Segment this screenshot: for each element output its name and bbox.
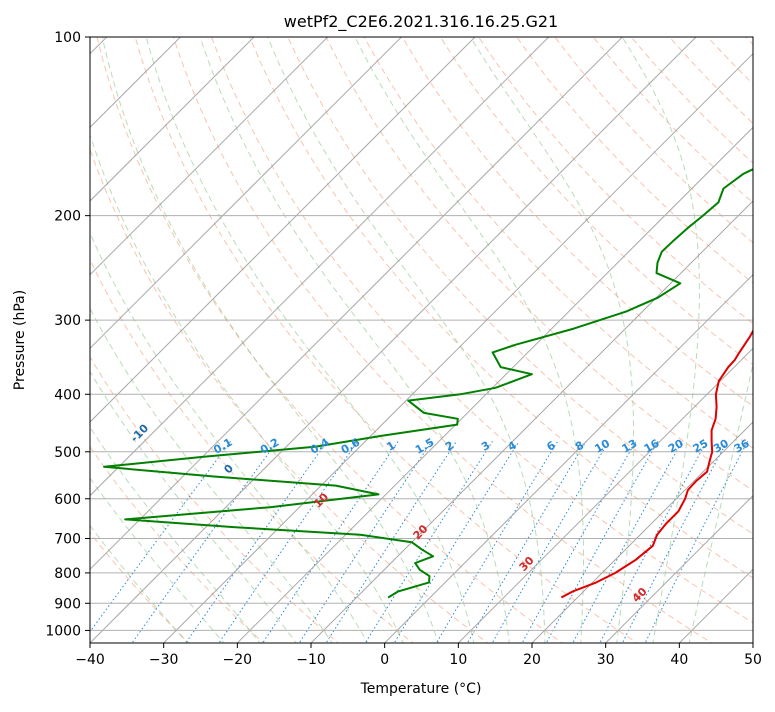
y-axis-label: Pressure (hPa) bbox=[12, 290, 28, 390]
x-axis-label: Temperature (°C) bbox=[360, 681, 482, 697]
y-tick-label: 500 bbox=[54, 445, 81, 461]
x-tick-label: −30 bbox=[149, 652, 179, 668]
y-tick-label: 600 bbox=[54, 492, 81, 508]
x-tick-label: 0 bbox=[380, 652, 389, 668]
y-tick-label: 400 bbox=[54, 387, 81, 403]
chart-title: wetPf2_C2E6.2021.316.16.25.G21 bbox=[284, 12, 558, 32]
x-tick-label: −10 bbox=[296, 652, 326, 668]
x-tick-label: 40 bbox=[670, 652, 688, 668]
y-tick-label: 800 bbox=[54, 566, 81, 582]
y-tick-label: 300 bbox=[54, 313, 81, 329]
y-tick-label: 100 bbox=[54, 30, 81, 46]
y-tick-label: 1000 bbox=[45, 623, 81, 639]
x-tick-label: 20 bbox=[523, 652, 541, 668]
x-tick-label: −20 bbox=[223, 652, 253, 668]
x-tick-label: 10 bbox=[449, 652, 467, 668]
y-tick-label: 900 bbox=[54, 596, 81, 612]
x-tick-label: −40 bbox=[75, 652, 105, 668]
y-tick-label: 200 bbox=[54, 209, 81, 225]
y-tick-label: 700 bbox=[54, 532, 81, 548]
x-tick-label: 50 bbox=[744, 652, 762, 668]
x-tick-label: 30 bbox=[597, 652, 615, 668]
